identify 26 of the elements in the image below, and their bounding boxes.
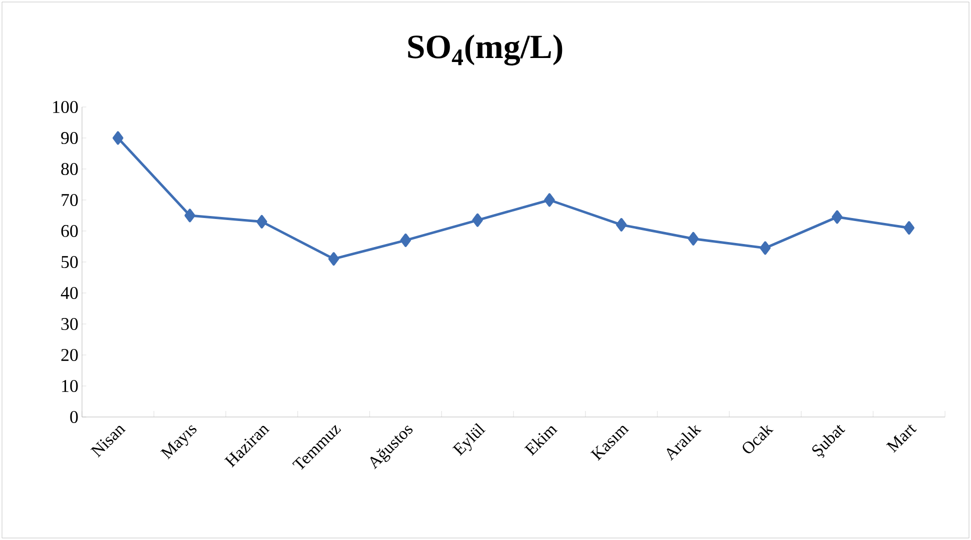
point bbox=[184, 208, 196, 222]
point bbox=[112, 131, 124, 145]
point bbox=[328, 252, 340, 266]
point bbox=[472, 213, 483, 227]
point bbox=[688, 232, 699, 246]
y-tick-label: 30 bbox=[61, 318, 78, 330]
point bbox=[544, 193, 555, 207]
point bbox=[256, 214, 268, 228]
y-tick-label: 70 bbox=[62, 194, 78, 206]
y-tick-label: 100 bbox=[53, 100, 78, 114]
y-tick-label: 40 bbox=[60, 286, 78, 300]
y-tick-label: 80 bbox=[61, 162, 78, 176]
y-tick-label: 0 bbox=[70, 410, 78, 424]
y-tick-label: 20 bbox=[61, 348, 78, 362]
point bbox=[760, 241, 771, 255]
point bbox=[904, 221, 914, 235]
y-tick-label: 50 bbox=[62, 256, 78, 268]
x-tick-label: Ocak bbox=[742, 425, 774, 454]
y-tick-label: 10 bbox=[62, 380, 78, 392]
point bbox=[400, 234, 412, 248]
y-tick-label: 90 bbox=[61, 132, 78, 144]
chart-title: SO$_{4}$(mg/L) bbox=[408, 34, 562, 66]
x-tick-label: Mart bbox=[886, 424, 917, 453]
point bbox=[616, 218, 627, 232]
y-tick-label: 60 bbox=[61, 224, 78, 238]
point bbox=[832, 210, 843, 224]
